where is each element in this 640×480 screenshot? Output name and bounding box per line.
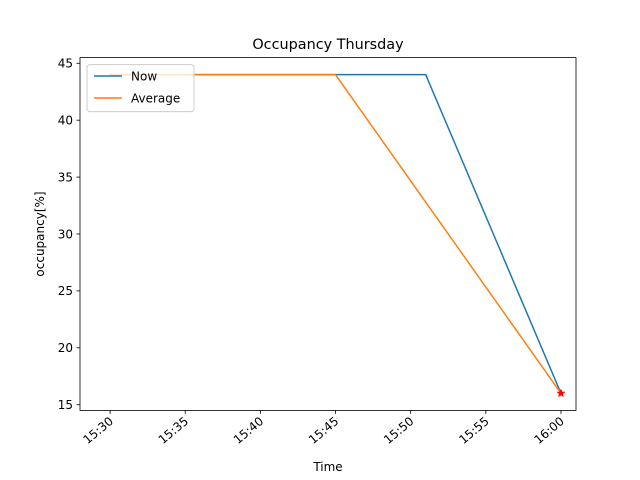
marker-layer [556, 388, 566, 398]
x-axis-label: Time [312, 460, 342, 474]
y-tick-label: 40 [58, 113, 73, 127]
y-tick-label: 15 [58, 398, 73, 412]
chart-title: Occupancy Thursday [252, 37, 404, 53]
y-tick-label: 45 [58, 57, 73, 71]
y-tick-label: 35 [58, 170, 73, 184]
y-tick-label: 25 [58, 284, 73, 298]
y-axis-label: occupancy[%] [33, 191, 47, 276]
legend: Now Average [86, 64, 195, 113]
marker-star [556, 388, 566, 398]
plot-frame [79, 57, 577, 411]
y-tick-label: 30 [58, 227, 73, 241]
legend-label-average: Average [131, 91, 180, 105]
y-axis-ticks: 15 20 25 30 35 40 45 [58, 57, 80, 412]
y-tick-label: 20 [58, 341, 73, 355]
legend-label-now: Now [131, 69, 157, 83]
